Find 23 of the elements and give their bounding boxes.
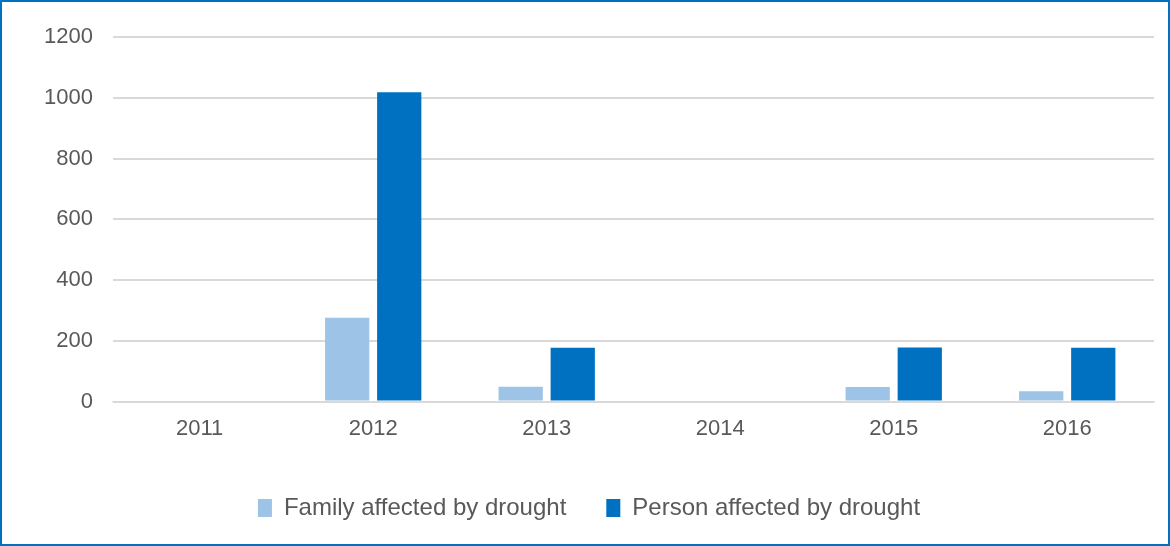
y-tick-label: 1000 (43, 84, 93, 109)
x-tick-label: 2011 (176, 414, 224, 440)
bar (1071, 347, 1116, 401)
x-tick-label: 2012 (348, 414, 398, 440)
y-tick-label: 800 (56, 144, 93, 170)
bar (550, 347, 595, 401)
bar (1019, 391, 1064, 401)
legend-label: Family affected by drought (283, 492, 567, 520)
bar (377, 92, 422, 401)
y-tick-label: 0 (80, 387, 93, 413)
bar (845, 387, 890, 401)
y-tick-label: 600 (56, 205, 93, 231)
y-tick-label: 200 (56, 326, 93, 352)
y-tick-label: 1200 (43, 23, 93, 49)
bar (897, 347, 942, 401)
x-tick-label: 2014 (695, 414, 745, 440)
y-tick-label: 400 (56, 266, 93, 292)
bar (325, 317, 370, 401)
bar (498, 386, 543, 401)
legend-label: Person affected by drought (632, 492, 921, 520)
x-tick-label: 2016 (1042, 414, 1092, 440)
x-tick-label: 2015 (869, 414, 919, 440)
x-tick-label: 2013 (522, 414, 572, 440)
